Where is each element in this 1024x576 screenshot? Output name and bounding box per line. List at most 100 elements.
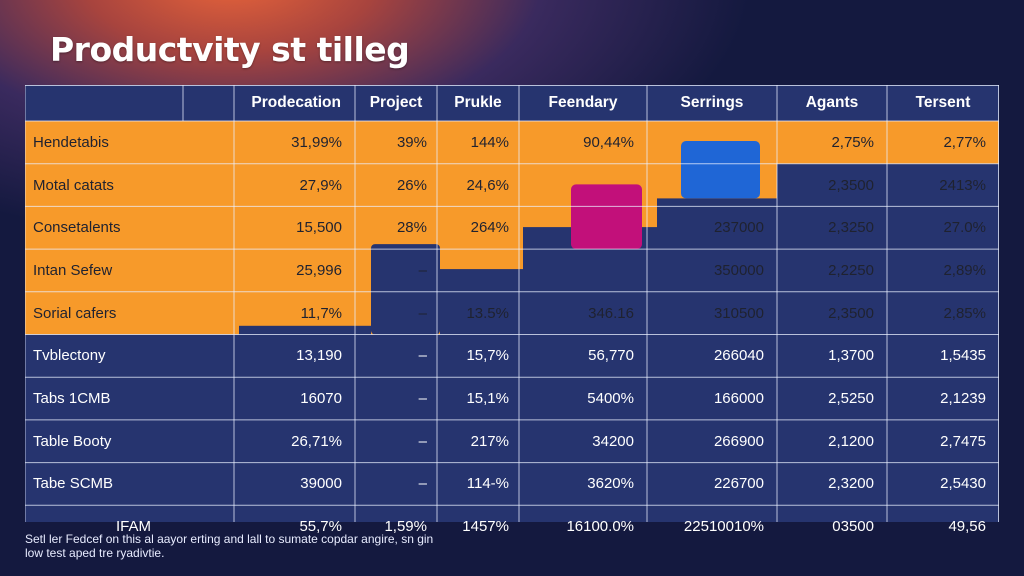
table-cell: 26% <box>396 176 427 194</box>
table-cell: 2,89% <box>943 261 986 279</box>
header-agants: Agants <box>805 94 859 111</box>
row-label: IFAM <box>115 518 151 536</box>
table-cell: 34200 <box>592 432 634 450</box>
table-cell: 13.5% <box>466 304 509 322</box>
table-cell: 166000 <box>713 389 764 407</box>
row-label: Sorial cafers <box>33 304 117 322</box>
table-cell: 1,3700 <box>828 347 874 365</box>
navy-block <box>239 325 371 335</box>
table-cell: 2,75% <box>831 133 874 151</box>
table-cell: 16100.0% <box>566 518 634 536</box>
table-cell: 2,3200 <box>828 475 874 493</box>
row-label: Table Booty <box>33 432 112 450</box>
row-label: Intan Sefew <box>33 261 113 279</box>
table-row: Tabe SCMB 39000 – 114-% 3620% 226700 2,3200 2,5… <box>25 463 999 506</box>
table-cell <box>519 164 647 207</box>
header-prodecation: Prodecation <box>251 94 341 111</box>
navy-block <box>371 244 440 335</box>
table-cell <box>647 164 777 207</box>
table-cell: 55,7% <box>299 518 342 536</box>
table-cell: 15,7% <box>466 347 509 365</box>
table-cell <box>519 249 647 292</box>
table-cell: 39% <box>396 133 427 151</box>
table-cell: 15,500 <box>296 219 342 237</box>
navy-block <box>440 269 523 335</box>
table-background-graphic <box>25 85 999 522</box>
table-cell: – <box>418 347 427 365</box>
table-cell: 56,770 <box>588 347 634 365</box>
table-cell: 15,1% <box>466 389 509 407</box>
table-cell: 266040 <box>713 347 764 365</box>
footnote: Setl ler Fedcef on this al aayor erting … <box>25 532 434 560</box>
table-cell: 27.0% <box>943 219 986 237</box>
table-cell: 2,77% <box>943 133 986 151</box>
table-cell: 49,56 <box>948 518 986 536</box>
table-cell: 114-% <box>466 475 509 493</box>
table-cell <box>647 121 777 164</box>
table-cell: 2,3500 <box>828 304 874 322</box>
table-cell: 11,7% <box>300 304 342 322</box>
table-cell: 3620% <box>587 475 634 493</box>
table-cell: 13,190 <box>296 347 342 365</box>
navy-block <box>657 198 777 335</box>
table-cell: 2,5250 <box>828 389 874 407</box>
table-cell: 25,996 <box>296 261 342 279</box>
table-cell: 346.16 <box>588 304 634 322</box>
table-row: IFAM 55,7% 1,59% 1457% 16100.0% 22510010% 0350… <box>25 505 999 548</box>
table-row: Tabs 1CMB 16070 – 15,1% 5400% 166000 2,5250 2,1… <box>25 377 999 420</box>
row-label: Motal catats <box>33 176 114 194</box>
data-table: Prodecation Project Prukle Feendary Serr… <box>25 85 999 548</box>
table-cell: 2,5430 <box>940 475 986 493</box>
table-cell: 1,59% <box>384 518 427 536</box>
table-row: Sorial cafers 11,7% – 13.5% 346.16 310500 2,35… <box>25 292 999 335</box>
table-cell: 16070 <box>300 389 342 407</box>
table-cell: 217% <box>470 432 509 450</box>
table-cell: 27,9% <box>299 176 342 194</box>
row-label: Hendetabis <box>33 133 109 151</box>
row-label: Tabs 1CMB <box>33 389 111 407</box>
magenta-bar <box>571 184 642 250</box>
table-cell: 28% <box>396 219 427 237</box>
table-cell: 2,3250 <box>828 219 874 237</box>
table-cell: 310500 <box>713 304 764 322</box>
table-cell: – <box>418 389 427 407</box>
chart-title: Productvity st tilleg <box>50 30 410 69</box>
table-cell: 2,3500 <box>828 176 874 194</box>
table-cell: 22510010% <box>683 518 764 536</box>
table-cell: 2,7475 <box>940 432 986 450</box>
table-cell: – <box>418 304 427 322</box>
header-tersent: Tersent <box>915 94 971 111</box>
table-cell: 39000 <box>300 475 342 493</box>
table-row: Hendetabis 31,99% 39% 144% 90,44% 2,75% 2,77% <box>25 121 999 164</box>
table-cell: 31,99% <box>291 133 342 151</box>
table-cell: 2,1239 <box>940 389 986 407</box>
table-cell: 1,5435 <box>940 347 986 365</box>
table-row: Table Booty 26,71% – 217% 34200 266900 2,1200 2… <box>25 420 999 463</box>
header-prukle: Prukle <box>454 94 502 111</box>
table-cell: 2413% <box>939 176 986 194</box>
table-cell <box>437 249 519 292</box>
table-cell <box>519 206 647 249</box>
table-cell: 264% <box>470 219 509 237</box>
table-cell: 144% <box>470 133 509 151</box>
table-cell: 237000 <box>713 219 764 237</box>
table-cell: – <box>418 261 427 279</box>
table-cell: 226700 <box>713 475 764 493</box>
header-feendary: Feendary <box>548 94 618 111</box>
table-cell: 2,2250 <box>828 261 874 279</box>
row-label: Tvblectony <box>33 347 106 365</box>
table-row: Motal catats 27,9% 26% 24,6% 2,3500 2413% <box>25 164 999 207</box>
table-cell: 2,1200 <box>828 432 874 450</box>
header-cell <box>25 85 183 121</box>
table-cell: 5400% <box>587 389 634 407</box>
table-row: Intan Sefew 25,996 – 350000 2,2250 2,89% <box>25 249 999 292</box>
table-cell: 2,85% <box>943 304 986 322</box>
row-label: Tabe SCMB <box>33 475 114 493</box>
table-row: Consetalents 15,500 28% 264% 237000 2,3250 27.… <box>25 206 999 249</box>
blue-bar <box>681 141 760 199</box>
table-cell: 26,71% <box>291 432 342 450</box>
table-cell: 24,6% <box>466 176 509 194</box>
table-cell: 90,44% <box>583 133 634 151</box>
header-serrings: Serrings <box>680 94 744 111</box>
header-row: Prodecation Project Prukle Feendary Serr… <box>25 85 999 121</box>
